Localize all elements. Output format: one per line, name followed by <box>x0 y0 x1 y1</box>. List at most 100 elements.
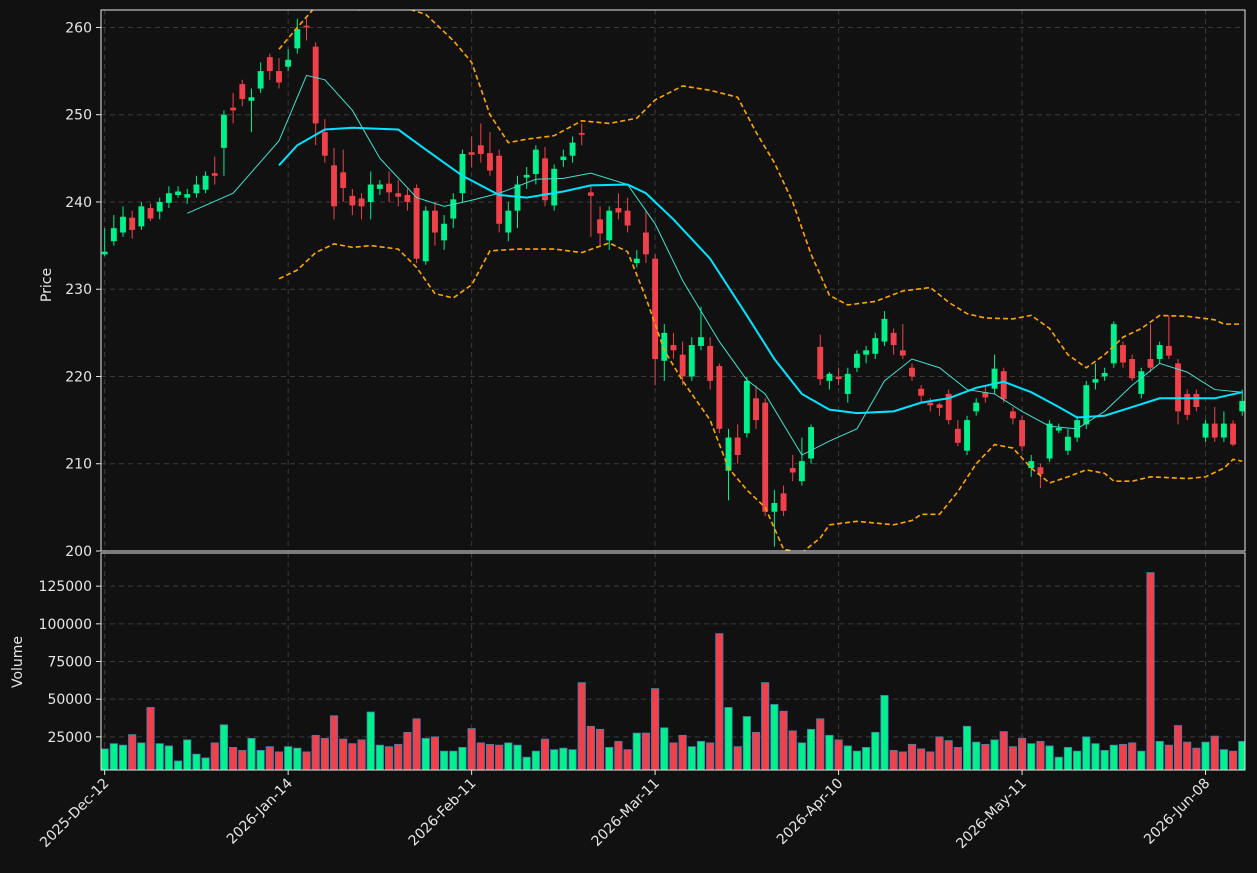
candle-body <box>468 152 475 155</box>
volume-bar <box>192 753 201 770</box>
volume-bar <box>164 745 173 770</box>
volume-bar <box>238 750 247 770</box>
candle-body <box>991 368 998 389</box>
candle-body <box>496 155 503 224</box>
volume-bar <box>917 748 926 770</box>
candle-body <box>652 258 659 360</box>
candle-body <box>679 354 686 377</box>
candle-body <box>523 174 530 178</box>
y-tick-label: 100000 <box>39 617 92 633</box>
volume-bar <box>1210 735 1219 770</box>
volume-bar <box>1183 741 1192 770</box>
volume-bar <box>1164 744 1173 770</box>
y-tick-label: 230 <box>65 282 92 298</box>
volume-bar <box>375 744 384 770</box>
volume-bar <box>733 746 742 770</box>
volume-bar <box>366 711 375 770</box>
candle-body <box>1220 423 1227 438</box>
candle-body <box>1211 423 1218 438</box>
volume-bar <box>1082 736 1091 770</box>
candle-body <box>1083 385 1090 425</box>
volume-bar <box>430 736 440 770</box>
volume-bar <box>412 718 421 770</box>
candle-body <box>909 367 915 377</box>
volume-bar <box>1054 756 1063 770</box>
volume-bar <box>146 707 155 770</box>
y-tick-label: 50000 <box>47 692 92 708</box>
candle-body <box>1110 324 1117 364</box>
volume-bar <box>513 744 522 770</box>
candle-body <box>780 493 787 511</box>
candle-body <box>505 210 512 233</box>
candle-body <box>716 366 723 429</box>
volume-bar <box>862 746 871 770</box>
candle-body <box>321 132 328 156</box>
volume-bar <box>797 742 806 770</box>
volume-bar <box>247 737 256 770</box>
volume-bar <box>522 756 531 770</box>
candle-body <box>386 183 392 193</box>
volume-bar <box>540 738 550 770</box>
candle-body <box>147 208 154 219</box>
candle-body <box>276 71 282 83</box>
volume-bar <box>990 739 999 770</box>
candle-body <box>936 404 943 408</box>
volume-bar <box>201 757 210 770</box>
candle-body <box>248 97 255 101</box>
volume-bar <box>357 739 366 770</box>
volume-bar <box>1229 750 1238 770</box>
candle-body <box>395 193 402 197</box>
candle-body <box>202 175 209 190</box>
volume-bar <box>219 724 229 770</box>
volume-bar <box>1137 750 1146 770</box>
candle-body <box>220 114 227 148</box>
candle-body <box>1037 467 1044 475</box>
volume-bar <box>1100 750 1109 770</box>
candle-body <box>707 345 714 381</box>
volume-bar <box>889 750 898 770</box>
volume-bar <box>1219 749 1228 770</box>
volume-bar <box>183 739 192 770</box>
candle-body <box>239 84 246 100</box>
candle-body <box>698 337 704 346</box>
volume-bar <box>1192 747 1201 770</box>
volume-bar <box>880 695 889 770</box>
candle-body <box>1202 423 1209 438</box>
candle-body <box>1239 400 1246 412</box>
volume-bar <box>440 750 449 770</box>
candle-body <box>340 172 347 189</box>
candle-body <box>844 373 851 394</box>
volume-bar <box>715 633 724 770</box>
volume-bar <box>944 740 953 770</box>
volume-bar <box>1045 745 1054 770</box>
candle-body <box>899 350 906 356</box>
volume-bar <box>852 750 862 770</box>
volume-bar <box>651 688 660 770</box>
candle-body <box>789 468 796 473</box>
candle-body <box>165 193 172 203</box>
volume-bar <box>788 730 797 770</box>
volume-bar <box>495 744 504 770</box>
price-panel: 200 210 220 230 240 250 260 <box>65 10 1246 560</box>
volume-bars <box>101 572 1245 770</box>
volume-bar <box>559 747 568 770</box>
candle-body <box>688 345 695 377</box>
volume-bar <box>669 742 678 770</box>
volume-bar <box>210 742 219 770</box>
candle-body <box>1009 411 1016 419</box>
candle-body <box>367 184 374 202</box>
indicator-line <box>187 74 1243 456</box>
candle-body <box>413 188 420 259</box>
volume-bar <box>329 715 339 770</box>
candle-body <box>422 210 429 262</box>
volume-bar <box>293 747 302 770</box>
candle-body <box>441 223 448 241</box>
volume-bar <box>953 746 962 770</box>
candle-body <box>1138 371 1145 394</box>
volume-bar <box>687 746 696 770</box>
candle-body <box>964 420 970 451</box>
volume-bar <box>421 737 430 770</box>
candle-body <box>835 376 842 380</box>
y-tick-label: 260 <box>65 20 92 36</box>
volume-bar <box>155 743 164 770</box>
